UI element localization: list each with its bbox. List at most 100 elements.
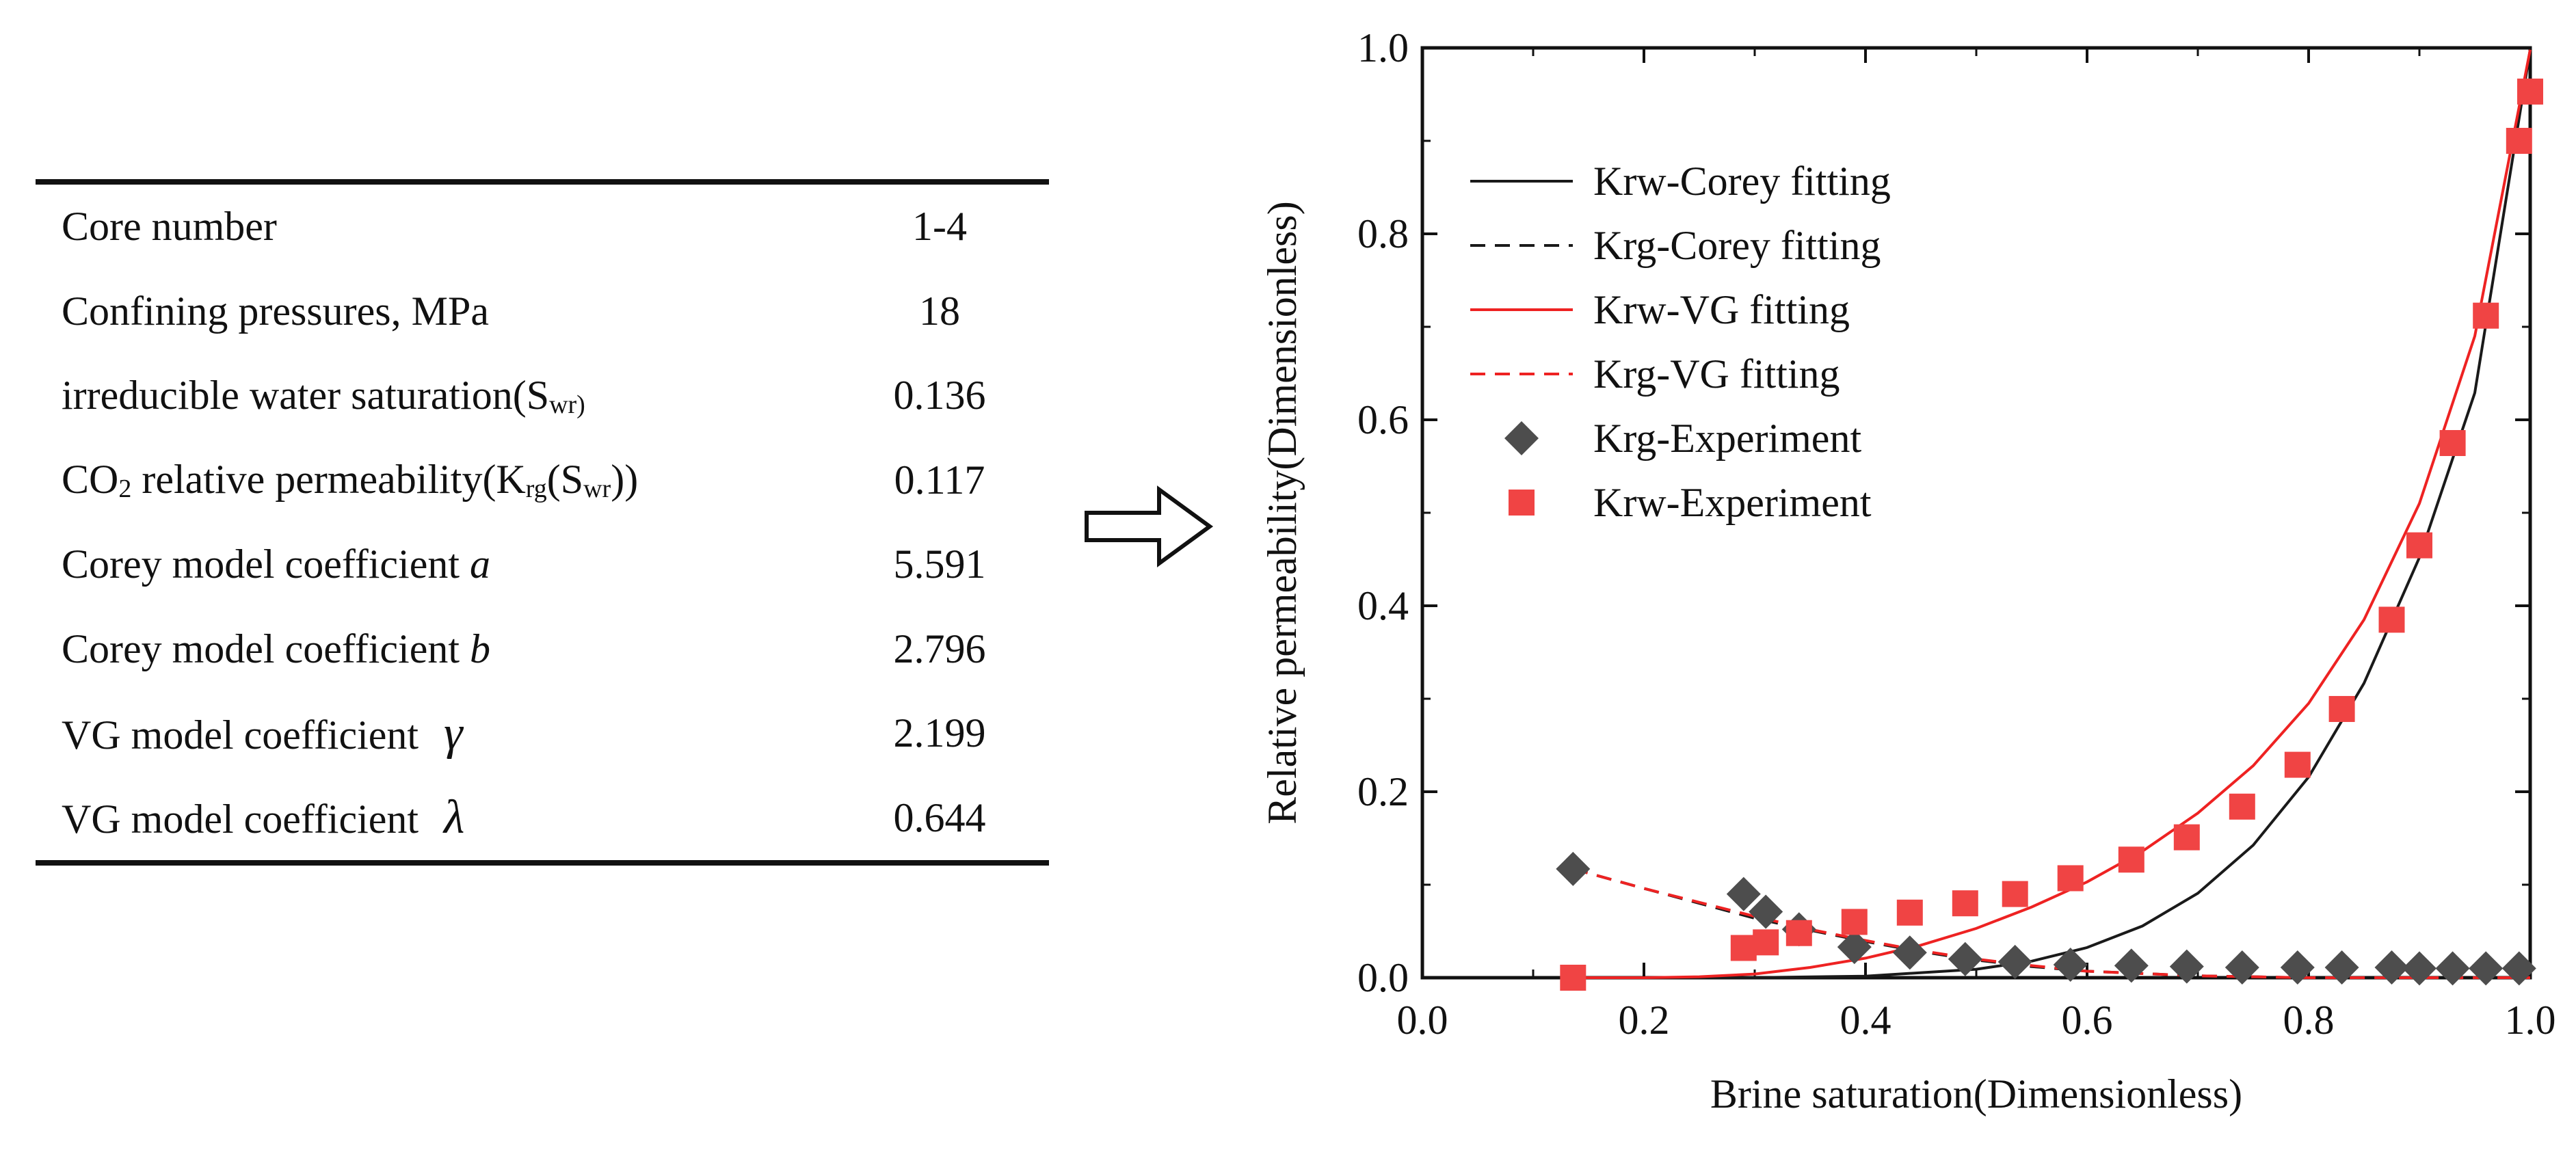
data-point — [1837, 930, 1872, 965]
legend-label: Krg-Experiment — [1593, 416, 1861, 461]
data-point — [2057, 865, 2084, 892]
row-value-core-number: 1-4 — [912, 204, 967, 250]
relative-permeability-chart: 0.0 0.2 0.4 0.6 0.8 1.0 0.0 0.2 0.4 0.6 0.8 1.0 Krw… — [1260, 25, 2556, 1116]
x-tick-label: 1.0 — [2505, 998, 2556, 1043]
x-axis-label: Brine saturation(Dimensionless) — [1710, 1071, 2242, 1116]
legend-item: Krg-Corey fitting — [1470, 223, 1881, 268]
legend-label: Krg-Corey fitting — [1593, 223, 1881, 268]
row-label-irreducible-water-saturation: irreducible water saturation(Swr) — [62, 372, 585, 419]
data-point — [1726, 877, 1761, 911]
parameters-table: Core number 1-4 Confining pressures, MPa… — [36, 179, 1049, 866]
x-tick-label: 0.0 — [1397, 998, 1448, 1043]
legend-label: Krw-Corey fitting — [1593, 159, 1891, 204]
data-point — [2173, 824, 2200, 851]
row-value-vg-lambda: 0.644 — [893, 794, 986, 840]
legend-item: Krg-VG fitting — [1470, 351, 1840, 397]
y-tick-label: 0.0 — [1357, 955, 1409, 1000]
row-label-corey-a: Corey model coefficient a — [62, 541, 491, 587]
data-point — [2517, 78, 2543, 105]
data-point — [2118, 846, 2145, 873]
series-line — [1573, 49, 2532, 979]
legend-item: Krw-VG fitting — [1470, 287, 1850, 332]
table-row: irreducible water saturation(Swr) 0.136 — [36, 353, 1049, 438]
data-point — [2439, 430, 2466, 456]
x-tick-label: 0.6 — [2062, 998, 2113, 1043]
y-tick-label: 0.8 — [1357, 211, 1409, 256]
tick-labels: 0.0 0.2 0.4 0.6 0.8 1.0 0.0 0.2 0.4 0.6 0.8 1.0 — [1357, 25, 2556, 1043]
data-point — [2053, 947, 2088, 982]
series-krg-vg-fitting — [1572, 867, 2530, 979]
table-row: Corey model coefficient b 2.796 — [36, 607, 1049, 692]
y-tick-label: 0.4 — [1357, 583, 1409, 628]
data-point — [2402, 951, 2436, 986]
series-krw-corey-fitting — [1573, 49, 2532, 979]
data-point — [2469, 951, 2504, 986]
row-label-core-number: Core number — [62, 204, 277, 250]
row-value-corey-b: 2.796 — [893, 626, 986, 671]
data-point — [1556, 851, 1591, 886]
table-row: VG model coefficient γ 2.199 — [36, 691, 1049, 776]
data-point — [2229, 793, 2255, 820]
data-point — [1560, 965, 1586, 991]
plot-frame — [1420, 46, 2532, 980]
data-point — [2374, 950, 2409, 985]
data-point — [2473, 302, 2499, 329]
right-arrow-icon — [1085, 485, 1214, 567]
data-point — [1952, 890, 1978, 917]
row-label-vg-gamma: VG model coefficient γ — [62, 706, 463, 760]
series-layer — [1556, 49, 2543, 991]
data-point — [2435, 951, 2470, 986]
data-point — [1730, 935, 1757, 961]
legend-label: Krw-VG fitting — [1593, 287, 1850, 332]
row-value-corey-a: 5.591 — [893, 541, 986, 587]
legend-item: Krw-Experiment — [1509, 480, 1872, 525]
data-point — [1753, 929, 1779, 956]
table-row: Confining pressures, MPa 18 — [36, 269, 1049, 354]
data-point — [2328, 695, 2355, 722]
row-value-vg-gamma: 2.199 — [893, 710, 986, 756]
data-point — [1896, 899, 1923, 926]
data-point — [2501, 951, 2536, 986]
data-point — [1892, 935, 1927, 970]
data-point — [2324, 950, 2359, 985]
table-row: CO2 relative permeability(Krg(Swr)) 0.11… — [36, 438, 1049, 523]
y-tick-label: 1.0 — [1357, 25, 1409, 70]
y-tick-label: 0.6 — [1357, 397, 1409, 442]
data-point — [2114, 948, 2149, 983]
data-point — [2284, 751, 2311, 778]
legend-swatch — [1509, 490, 1535, 516]
data-point — [2378, 606, 2405, 633]
y-axis-label: Relative permeability(Dimensionless) — [1260, 201, 1305, 824]
series-line — [1573, 49, 2532, 979]
row-label-confining-pressure: Confining pressures, MPa — [62, 288, 489, 334]
row-label-co2-relative-permeability: CO2 relative permeability(Krg(Swr)) — [62, 457, 639, 504]
table-top-rule — [36, 179, 1049, 185]
data-point — [1997, 944, 2032, 979]
legend: Krw-Corey fitting Krg-Corey fitting Krw-VG… — [1470, 159, 1891, 525]
x-tick-label: 0.8 — [2283, 998, 2335, 1043]
row-label-vg-lambda: VG model coefficient λ — [62, 791, 465, 844]
data-point — [1841, 909, 1868, 935]
series-krw-experiment — [1560, 78, 2543, 991]
data-point — [2506, 128, 2532, 154]
data-point — [2169, 949, 2204, 984]
data-point — [2280, 950, 2315, 985]
row-value-co2-relative-permeability: 0.117 — [894, 457, 985, 503]
row-label-corey-b: Corey model coefficient b — [62, 626, 491, 671]
legend-item: Krw-Corey fitting — [1470, 159, 1891, 204]
table-row: Corey model coefficient a 5.591 — [36, 522, 1049, 607]
axes-frame — [1420, 46, 2532, 980]
data-point — [1749, 894, 1783, 929]
data-point — [2406, 532, 2432, 559]
data-point — [2225, 950, 2259, 985]
data-point — [2002, 881, 2028, 907]
series-line — [1572, 867, 2530, 979]
table-row: VG model coefficient λ 0.644 — [36, 776, 1049, 861]
legend-item: Krg-Experiment — [1504, 416, 1861, 461]
data-point — [1948, 941, 1982, 976]
row-value-confining-pressure: 18 — [919, 288, 960, 334]
series-krw-vg-fitting — [1573, 49, 2532, 979]
table-bottom-rule — [36, 860, 1049, 866]
x-tick-label: 0.4 — [1840, 998, 1891, 1043]
row-value-irreducible-water-saturation: 0.136 — [893, 373, 986, 418]
